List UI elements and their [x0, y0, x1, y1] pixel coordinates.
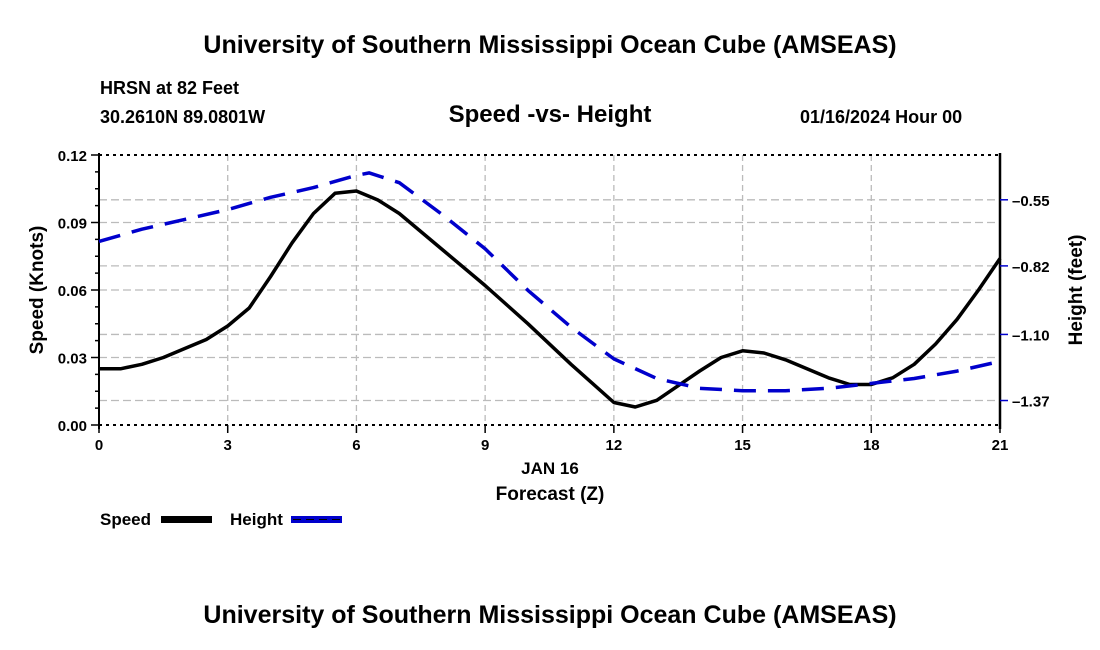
legend-height-swatch	[291, 516, 342, 523]
x-tick-label: 12	[606, 437, 623, 454]
y2-tick-label: –1.10	[1012, 327, 1050, 344]
y-tick-label: 0.09	[58, 216, 87, 233]
y2-tick-label: –0.82	[1012, 259, 1050, 276]
x-axis-label: Forecast (Z)	[496, 484, 605, 505]
legend-speed-label: Speed	[100, 510, 151, 529]
legend-height-label: Height	[230, 510, 283, 529]
x-tick-label: 0	[95, 437, 103, 454]
axis-labels: Speed (Knots) Height (feet) JAN 16 Forec…	[27, 226, 1087, 505]
x-tick-label: 18	[863, 437, 880, 454]
y-axis-label: Speed (Knots)	[27, 226, 48, 355]
legend: Speed Height	[100, 510, 342, 529]
forecast-date-label: 01/16/2024 Hour 00	[800, 107, 963, 127]
x-tick-label: 3	[224, 437, 232, 454]
x-tick-label: 15	[734, 437, 751, 454]
y2-tick-label: –1.37	[1012, 394, 1050, 411]
series-speed-line	[99, 189, 1002, 409]
axes: 0.00 0.03 0.06 0.09 0.12 –0.55 –0.82 –1.10 –1.37…	[58, 148, 1050, 454]
y2-tick-label: –0.55	[1012, 193, 1050, 210]
x-tick-label: 9	[481, 437, 489, 454]
x-tick-label: 6	[352, 437, 360, 454]
station-label: HRSN at 82 Feet	[100, 78, 240, 98]
y-tick-label: 0.12	[58, 148, 87, 165]
x-tick-label: 21	[992, 437, 1009, 454]
x-axis-date-label: JAN 16	[521, 459, 579, 478]
chart-title: Speed -vs- Height	[448, 101, 652, 128]
y-tick-label: 0.00	[58, 418, 87, 435]
y-tick-label: 0.03	[58, 351, 87, 368]
legend-speed-swatch	[161, 516, 212, 523]
grid	[99, 155, 1000, 425]
page-title: University of Southern Mississippi Ocean…	[203, 31, 897, 59]
footer-title: University of Southern Mississippi Ocean…	[203, 601, 897, 629]
y-tick-label: 0.06	[58, 283, 87, 300]
series-lines	[98, 171, 1002, 409]
series-height-line	[98, 171, 1001, 393]
coordinates-label: 30.2610N 89.0801W	[100, 107, 266, 127]
y2-axis-label: Height (feet)	[1066, 235, 1087, 346]
